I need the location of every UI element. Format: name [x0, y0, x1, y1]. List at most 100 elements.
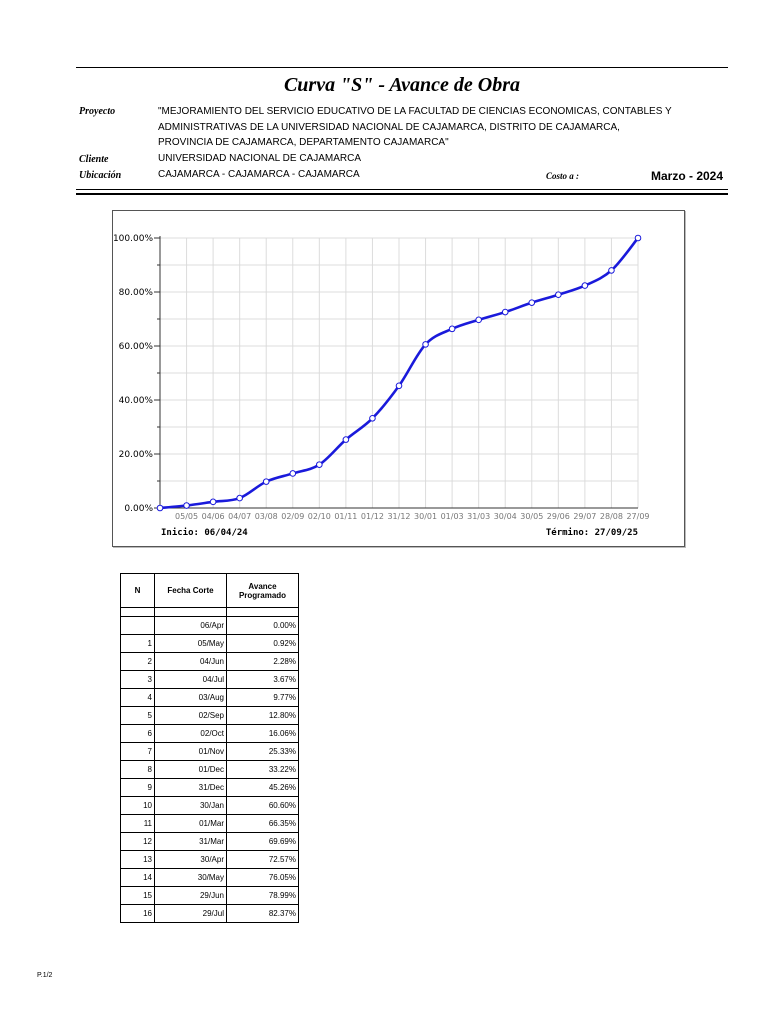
data-point: [289, 470, 297, 477]
cell-n: 1: [120, 634, 155, 653]
table-row: 8 01/Dec 33.22%: [120, 760, 299, 779]
termino-label: Término: 27/09/25: [546, 527, 638, 538]
cell-n: 2: [120, 652, 155, 671]
cell-n: 9: [120, 778, 155, 797]
cell-n: 6: [120, 724, 155, 743]
cell-fecha: 30/Jan: [154, 796, 227, 815]
data-point: [581, 282, 589, 289]
x-tick-label: 29/07: [573, 512, 596, 521]
data-point: [448, 325, 456, 333]
table-row: 10 30/Jan 60.60%: [120, 796, 299, 815]
y-tick-label: 0.00%: [124, 504, 153, 514]
progress-table: N Fecha Corte Avance Programado 06/Apr 0.…: [120, 573, 299, 923]
cell-avance: 66.35%: [226, 814, 299, 833]
data-point: [262, 478, 270, 485]
cell-n: 7: [120, 742, 155, 761]
x-tick-label: 30/01: [414, 512, 437, 521]
data-point: [608, 267, 615, 274]
cell-avance: 72.57%: [226, 850, 299, 869]
cell-avance: 33.22%: [226, 760, 299, 779]
cell-fecha: 06/Apr: [154, 616, 227, 635]
table-row: 12 31/Mar 69.69%: [120, 832, 299, 851]
cell-avance: 2.28%: [226, 652, 299, 671]
header-rule-top: [76, 67, 728, 68]
cell-fecha: 29/Jun: [154, 886, 227, 905]
x-tick-label: 02/09: [281, 512, 304, 521]
y-tick-label: 80.00%: [119, 288, 154, 298]
data-point: [528, 299, 536, 306]
table-row: 15 29/Jun 78.99%: [120, 886, 299, 905]
table-spacer-row: [120, 607, 299, 617]
table-row: 4 03/Aug 9.77%: [120, 688, 299, 707]
table-row: 2 04/Jun 2.28%: [120, 652, 299, 671]
data-point: [236, 494, 243, 502]
cell-n: 10: [120, 796, 155, 815]
data-point: [342, 436, 350, 443]
x-tick-label: 05/05: [175, 512, 198, 521]
cell-avance: 76.05%: [226, 868, 299, 887]
cell-n: 8: [120, 760, 155, 779]
table-row: 1 05/May 0.92%: [120, 634, 299, 653]
data-point: [634, 234, 642, 242]
cell-n: 15: [120, 886, 155, 905]
cell-fecha: 31/Mar: [154, 832, 227, 851]
proyecto-line-1: "MEJORAMIENTO DEL SERVICIO EDUCATIVO DE …: [158, 106, 672, 117]
cell-n: 5: [120, 706, 155, 725]
cell-fecha: 05/May: [154, 634, 227, 653]
col-header-avance: Avance Programado: [226, 573, 299, 608]
x-tick-label: 03/08: [255, 512, 278, 521]
x-tick-label: 01/03: [441, 512, 464, 521]
chart-canvas: 0.00% 20.00% 40.00% 60.00% 80.00% 100.00% 05/0…: [113, 234, 650, 538]
cell-avance: 0.00%: [226, 616, 299, 635]
y-tick-label: 20.00%: [119, 450, 154, 460]
table-row: 6 02/Oct 16.06%: [120, 724, 299, 743]
cell-n: 16: [120, 904, 155, 923]
table-header-row: N Fecha Corte Avance Programado: [120, 573, 299, 608]
data-point: [501, 308, 509, 316]
cliente-label: Cliente: [79, 154, 109, 165]
table-row: 9 31/Dec 45.26%: [120, 778, 299, 797]
proyecto-line-2: ADMINISTRATIVAS DE LA UNIVERSIDAD NACION…: [158, 122, 620, 133]
cell-fecha: 29/Jul: [154, 904, 227, 923]
table-row: 7 01/Nov 25.33%: [120, 742, 299, 761]
x-tick-label: 02/10: [308, 512, 331, 521]
page-title: Curva "S" - Avance de Obra: [283, 74, 521, 96]
cell-avance: 82.37%: [226, 904, 299, 923]
x-tick-label: 04/07: [228, 512, 251, 521]
cell-n: 13: [120, 850, 155, 869]
cell-avance: 12.80%: [226, 706, 299, 725]
table-row: 13 30/Apr 72.57%: [120, 850, 299, 869]
col-header-n: N: [120, 573, 155, 608]
cell-avance: 9.77%: [226, 688, 299, 707]
cell-fecha: 30/Apr: [154, 850, 227, 869]
cell-fecha: 04/Jul: [154, 670, 227, 689]
y-tick-label: 60.00%: [119, 342, 154, 352]
cell-avance: 69.69%: [226, 832, 299, 851]
x-tick-label: 30/05: [520, 512, 543, 521]
data-point: [475, 316, 482, 324]
y-tick-label: 40.00%: [119, 396, 154, 406]
data-point: [369, 415, 376, 422]
col-header-fecha: Fecha Corte: [154, 573, 227, 608]
costo-label: Costo a :: [546, 171, 580, 181]
cell-avance: 3.67%: [226, 670, 299, 689]
x-tick-label: 30/04: [494, 512, 517, 521]
cell-avance: 0.92%: [226, 634, 299, 653]
x-tick-label: 28/08: [600, 512, 623, 521]
cell-avance: 78.99%: [226, 886, 299, 905]
table-row: 16 29/Jul 82.37%: [120, 904, 299, 923]
header-rule-bottom-thick: [76, 193, 728, 195]
cell-avance: 16.06%: [226, 724, 299, 743]
costo-value: Marzo - 2024: [651, 169, 724, 183]
x-tick-label: 31/03: [467, 512, 490, 521]
table-row: 11 01/Mar 66.35%: [120, 814, 299, 833]
cell-avance: 45.26%: [226, 778, 299, 797]
cell-fecha: 01/Dec: [154, 760, 227, 779]
x-tick-label: 01/11: [334, 512, 357, 521]
x-tick-label: 29/06: [547, 512, 570, 521]
cell-n: 11: [120, 814, 155, 833]
table-row: 5 02/Sep 12.80%: [120, 706, 299, 725]
cell-fecha: 01/Nov: [154, 742, 227, 761]
data-point: [395, 382, 403, 390]
table-row: 06/Apr 0.00%: [120, 616, 299, 635]
